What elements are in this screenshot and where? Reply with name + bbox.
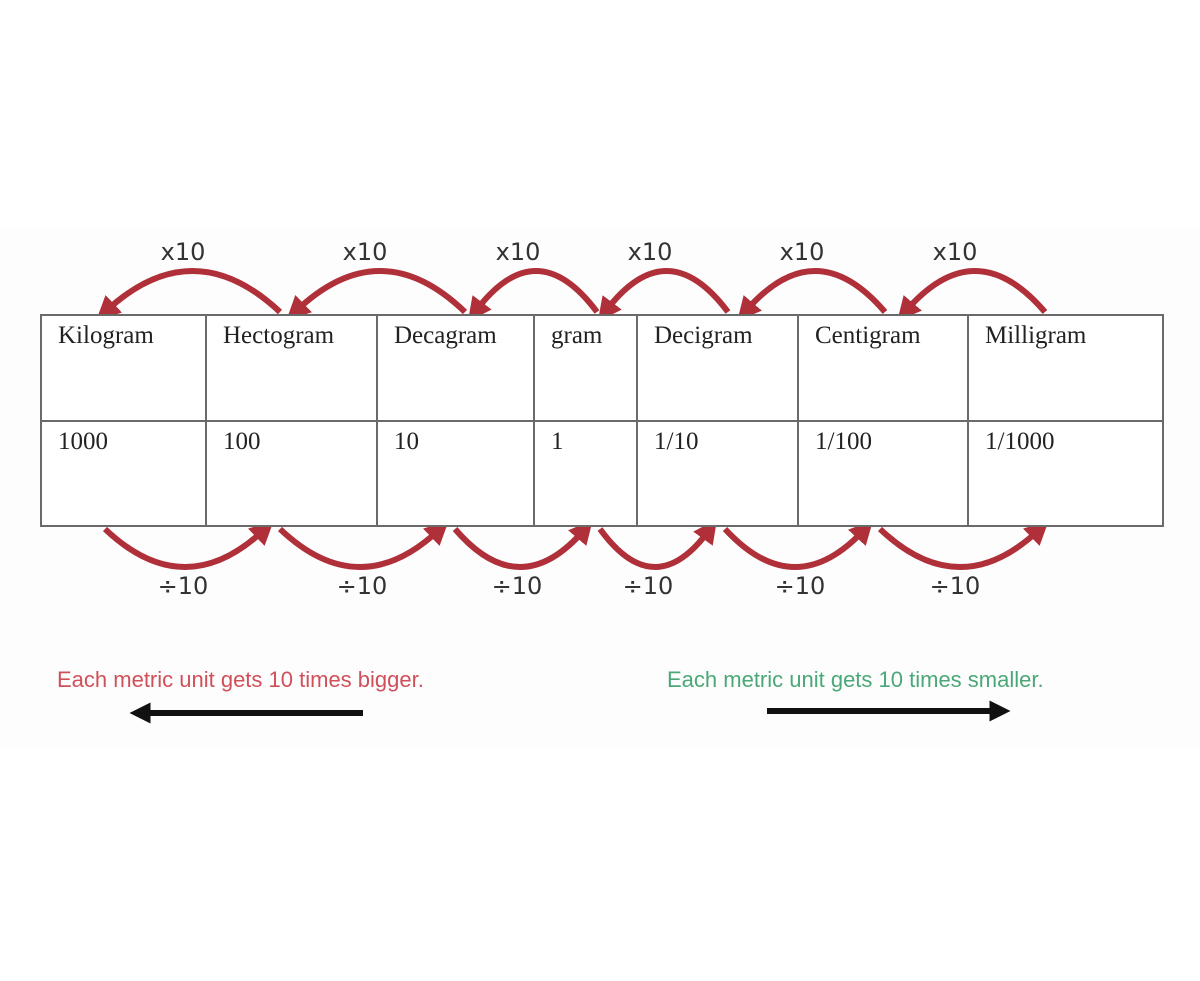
unit-value-row: 1000 100 10 1 1/10 1/100 1/1000 — [40, 419, 1164, 527]
multiply-arc-arrow — [96, 268, 283, 321]
unit-value-cell: 1/10 — [636, 419, 799, 527]
multiply-label: x10 — [627, 238, 673, 266]
unit-name-cell: Milligram — [967, 314, 1164, 422]
divide-label: ÷10 — [929, 572, 981, 600]
unit-value-cell: 1/100 — [797, 419, 969, 527]
unit-value-cell: 1000 — [40, 419, 207, 527]
divide-arc-arrow — [277, 520, 449, 570]
multiply-label: x10 — [160, 238, 206, 266]
multiply-label: x10 — [779, 238, 825, 266]
multiply-arc-arrow — [467, 268, 600, 322]
unit-value-cell: 1 — [533, 419, 638, 527]
divide-label: ÷10 — [491, 572, 543, 600]
divide-arc-arrow — [452, 519, 593, 570]
unit-value-cell: 100 — [205, 419, 378, 527]
unit-name-row: Kilogram Hectogram Decagram gram Decigra… — [40, 314, 1164, 422]
unit-name-cell: Decagram — [376, 314, 535, 422]
divide-arc-arrow — [102, 520, 274, 570]
divide-arc-arrow — [722, 520, 874, 570]
multiply-arc-arrow — [597, 268, 731, 322]
unit-name-cell: Hectogram — [205, 314, 378, 422]
divide-label: ÷10 — [157, 572, 209, 600]
multiply-arc-arrow — [897, 268, 1048, 322]
divide-label: ÷10 — [622, 572, 674, 600]
unit-name-cell: Centigram — [797, 314, 969, 422]
unit-name-cell: gram — [533, 314, 638, 422]
multiply-label: x10 — [932, 238, 978, 266]
unit-name-cell: Kilogram — [40, 314, 207, 422]
smaller-note: Each metric unit gets 10 times smaller. — [667, 667, 1044, 692]
divide-label: ÷10 — [336, 572, 388, 600]
unit-name-cell: Decigram — [636, 314, 799, 422]
divide-arc-arrow — [877, 520, 1049, 570]
unit-value-cell: 10 — [376, 419, 535, 527]
metric-units-table: Kilogram Hectogram Decagram gram Decigra… — [40, 314, 1164, 527]
divide-label: ÷10 — [774, 572, 826, 600]
multiply-label: x10 — [495, 238, 541, 266]
unit-value-cell: 1/1000 — [967, 419, 1164, 527]
bigger-note: Each metric unit gets 10 times bigger. — [57, 667, 424, 692]
multiply-label: x10 — [342, 238, 388, 266]
divide-arc-arrow — [597, 519, 718, 570]
multiply-arc-arrow — [286, 268, 468, 321]
multiply-arc-arrow — [737, 268, 888, 322]
